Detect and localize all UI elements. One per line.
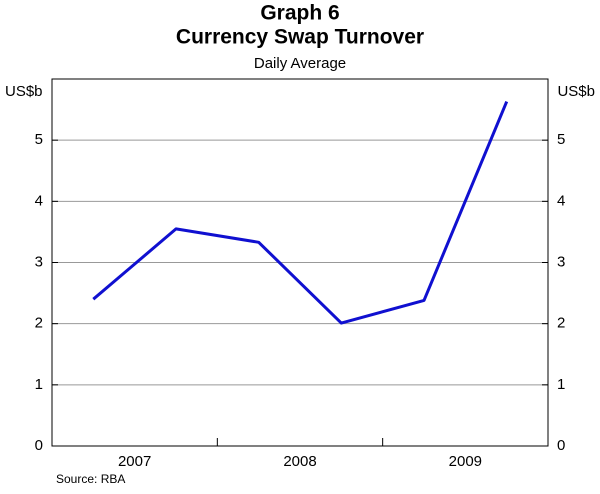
y-tick-label: 0 <box>35 437 43 454</box>
x-tick-label: 2007 <box>118 453 151 470</box>
y2-tick-label: 2 <box>557 315 565 332</box>
y2-tick-label: 0 <box>557 437 565 454</box>
source: Source: RBA <box>56 472 125 486</box>
y-tick-label: 4 <box>35 192 43 209</box>
chart-title: Graph 6 <box>260 2 339 25</box>
y-tick-label: 3 <box>35 253 43 270</box>
line-series <box>92 101 509 325</box>
x-tick-label: 2008 <box>283 453 316 470</box>
y2-tick-label: 3 <box>557 253 565 270</box>
chart-note: Daily Average <box>254 55 346 72</box>
chart-subtitle: Currency Swap Turnover <box>176 26 424 49</box>
y-tick-label: 2 <box>35 315 43 332</box>
y2-tick-label: 1 <box>557 376 565 393</box>
y-tick-label: 5 <box>35 131 43 148</box>
y-axis-label: US$b <box>5 83 43 100</box>
x-tick-label: 2009 <box>449 453 482 470</box>
y-tick-label: 1 <box>35 376 43 393</box>
y2-axis-label: US$b <box>557 83 595 100</box>
y2-tick-label: 5 <box>557 131 565 148</box>
plot-frame <box>51 78 549 447</box>
y2-tick-label: 4 <box>557 192 565 209</box>
